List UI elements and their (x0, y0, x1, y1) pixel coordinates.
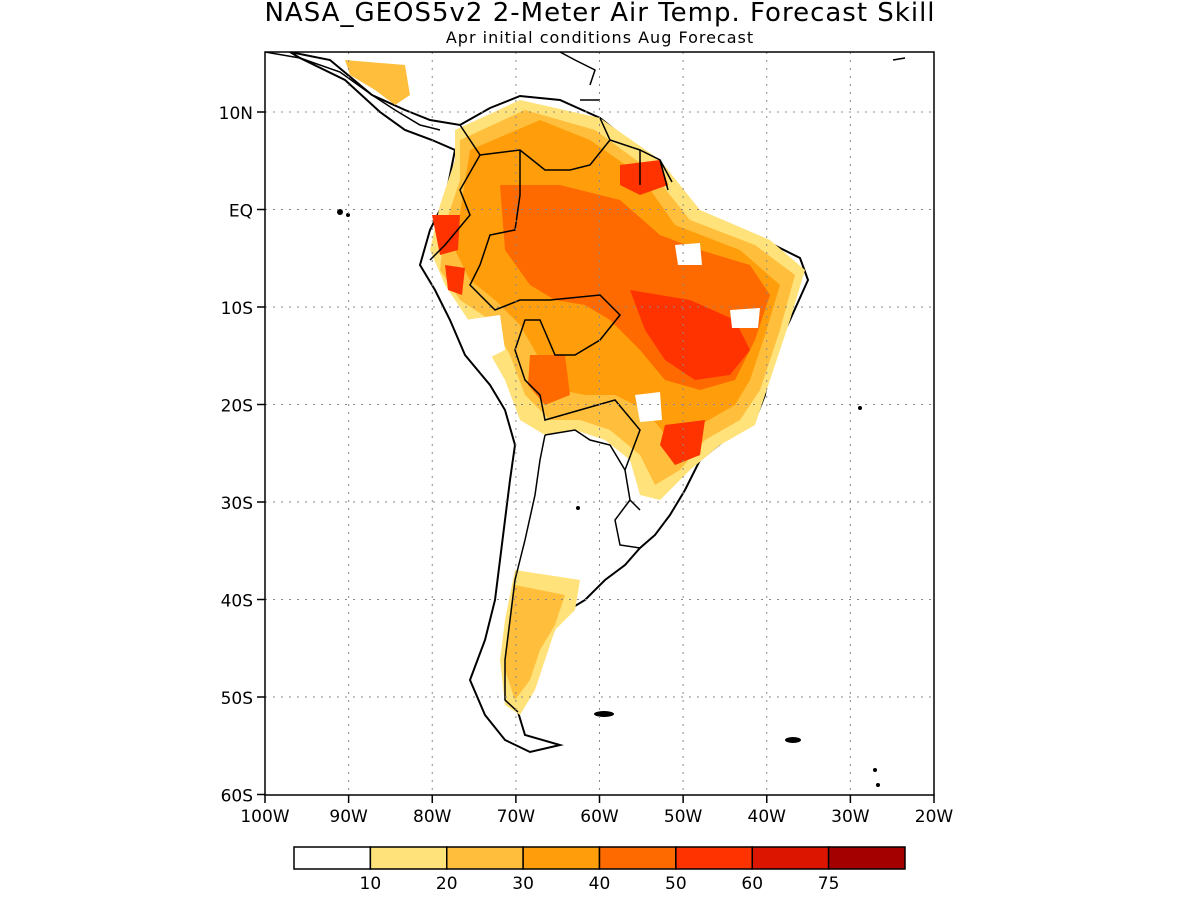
map-subtitle: Apr initial conditions Aug Forecast (445, 28, 755, 47)
colorbar-label: 30 (512, 874, 534, 894)
colorbar-label: 75 (818, 874, 840, 894)
lon-tick-label: 50W (664, 807, 703, 827)
colorbar-swatch (293, 846, 372, 870)
central-america-coast (265, 52, 906, 131)
colorbar-swatch (522, 846, 601, 870)
skill-area-30-40 (345, 60, 410, 105)
colorbar-legend: 10 20 30 40 50 60 75 (293, 846, 906, 894)
low-skill-gap (730, 308, 760, 328)
colorbar-label: 20 (436, 874, 458, 894)
colorbar-swatch (675, 846, 753, 870)
colorbar-label: 40 (589, 874, 611, 894)
lon-tick-label: 20W (915, 807, 954, 827)
lat-tick-label: 60S (221, 787, 253, 807)
lon-tick-label: 70W (497, 807, 536, 827)
colorbar-swatch (369, 846, 448, 870)
colorbar-swatch (751, 846, 830, 870)
colorbar-label: 50 (665, 874, 687, 894)
lon-tick-label: 80W (413, 807, 452, 827)
low-skill-gap (635, 392, 662, 422)
low-skill-gap (675, 243, 702, 265)
skill-area-30-40 (505, 585, 565, 700)
colorbar-swatch (598, 846, 677, 870)
lon-tick-label: 40W (748, 807, 787, 827)
latitude-axis: 10N EQ 10S 20S 30S 40S 50S 60S (219, 104, 265, 807)
skill-field-layer (345, 60, 805, 715)
colorbar-swatch (446, 846, 524, 870)
lon-tick-label: 60W (580, 807, 619, 827)
lat-tick-label: 40S (221, 592, 253, 612)
low-skill-gap (465, 315, 505, 360)
colorbar-swatch (827, 846, 906, 870)
lat-tick-label: 30S (221, 494, 253, 514)
map-title: NASA_GEOS5v2 2-Meter Air Temp. Forecast … (264, 0, 936, 28)
skill-area-60-75 (630, 290, 750, 380)
lon-tick-label: 100W (240, 807, 289, 827)
longitude-axis: 100W 90W 80W 70W 60W 50W 40W 30W 20W (240, 795, 953, 827)
lon-tick-label: 90W (329, 807, 368, 827)
lat-tick-label: 10S (221, 299, 253, 319)
lat-tick-label: 10N (219, 104, 253, 124)
skill-area-60-75 (620, 160, 668, 195)
lat-tick-label: EQ (229, 202, 253, 222)
skill-area-60-75 (432, 215, 460, 255)
colorbar-label: 60 (741, 874, 763, 894)
country-borders (429, 117, 673, 713)
lat-tick-label: 50S (221, 689, 253, 709)
colorbar-label: 10 (360, 874, 382, 894)
skill-area-60-75 (445, 265, 465, 295)
lon-tick-label: 30W (831, 807, 870, 827)
skill-area-60-75 (660, 420, 705, 465)
lat-tick-label: 20S (221, 397, 253, 417)
